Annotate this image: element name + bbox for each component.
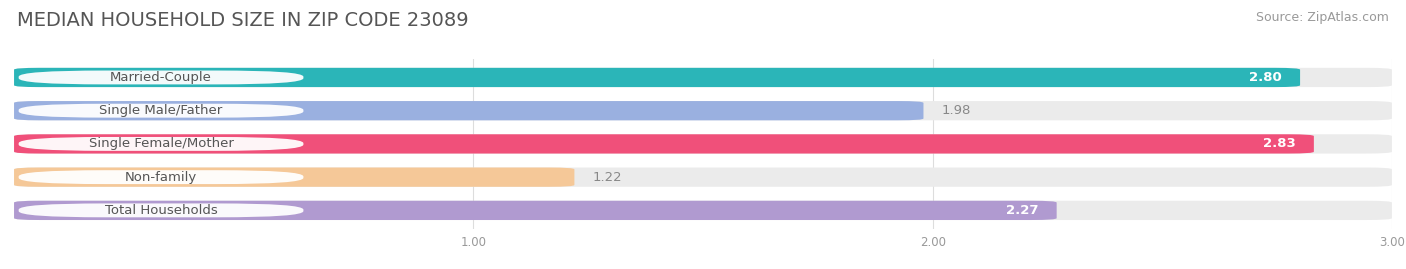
FancyBboxPatch shape [18, 137, 304, 151]
Text: 1.98: 1.98 [942, 104, 972, 117]
FancyBboxPatch shape [14, 201, 1057, 220]
FancyBboxPatch shape [14, 101, 924, 120]
FancyBboxPatch shape [14, 168, 1392, 187]
FancyBboxPatch shape [18, 104, 304, 118]
FancyBboxPatch shape [14, 68, 1392, 87]
Text: Single Male/Father: Single Male/Father [100, 104, 222, 117]
Text: Single Female/Mother: Single Female/Mother [89, 137, 233, 150]
FancyBboxPatch shape [14, 134, 1392, 154]
Text: 1.22: 1.22 [593, 171, 623, 184]
Text: 2.80: 2.80 [1249, 71, 1282, 84]
Text: Source: ZipAtlas.com: Source: ZipAtlas.com [1256, 11, 1389, 24]
Text: 2.27: 2.27 [1005, 204, 1038, 217]
Text: Total Households: Total Households [104, 204, 218, 217]
Text: Non-family: Non-family [125, 171, 197, 184]
FancyBboxPatch shape [18, 203, 304, 217]
Text: 2.83: 2.83 [1263, 137, 1295, 150]
FancyBboxPatch shape [14, 134, 1313, 154]
FancyBboxPatch shape [14, 168, 575, 187]
Text: Married-Couple: Married-Couple [110, 71, 212, 84]
FancyBboxPatch shape [14, 101, 1392, 120]
FancyBboxPatch shape [18, 70, 304, 84]
FancyBboxPatch shape [14, 201, 1392, 220]
Text: MEDIAN HOUSEHOLD SIZE IN ZIP CODE 23089: MEDIAN HOUSEHOLD SIZE IN ZIP CODE 23089 [17, 11, 468, 30]
FancyBboxPatch shape [14, 68, 1301, 87]
FancyBboxPatch shape [18, 170, 304, 184]
